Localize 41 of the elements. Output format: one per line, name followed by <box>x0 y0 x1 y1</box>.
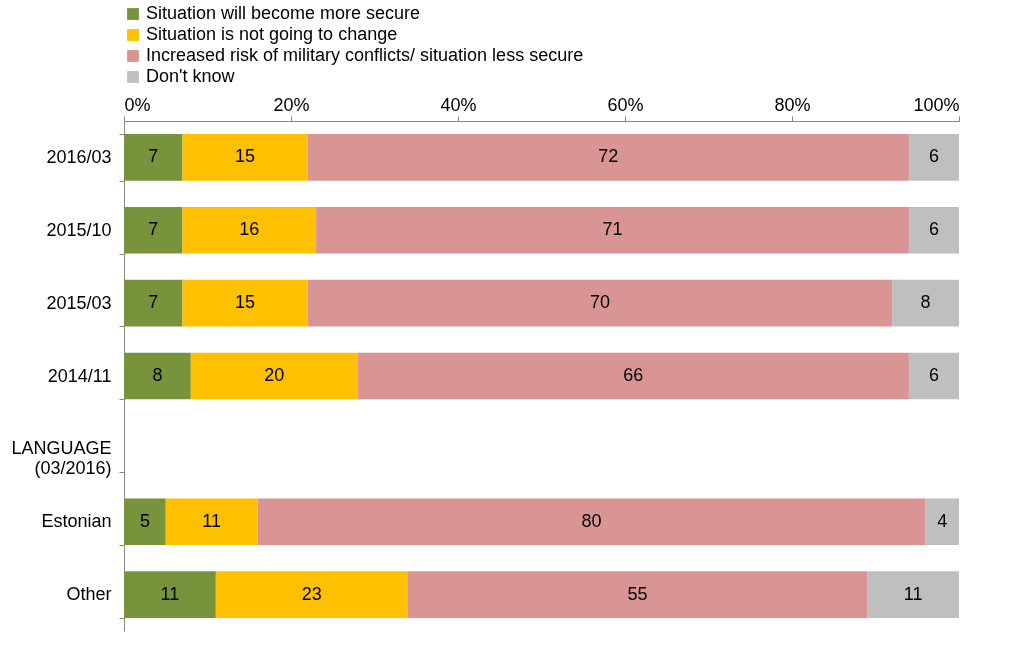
data-label: 72 <box>598 146 619 167</box>
x-tick-label: 80% <box>774 94 811 115</box>
data-label: 5 <box>139 510 150 531</box>
y-tick-label: LANGUAGE (03/2016) <box>11 438 112 479</box>
data-label: 7 <box>148 292 159 313</box>
data-label: 11 <box>903 583 923 604</box>
data-label: 11 <box>202 510 222 531</box>
legend-label: Situation is not going to change <box>146 24 398 44</box>
data-label: 11 <box>160 583 180 604</box>
data-label: 66 <box>623 365 644 385</box>
data-label: 16 <box>239 219 260 240</box>
data-label: 23 <box>301 583 322 604</box>
data-label: 80 <box>581 510 602 531</box>
legend-label: Don't know <box>146 66 236 86</box>
y-tick-label: Other <box>66 584 112 605</box>
data-label: 20 <box>264 365 285 385</box>
data-label: 71 <box>602 219 623 240</box>
y-tick-label: 2015/10 <box>46 219 112 240</box>
data-label: 6 <box>928 146 939 167</box>
data-label: 8 <box>152 365 163 385</box>
y-tick-label: 2016/03 <box>46 146 112 167</box>
data-label: 70 <box>589 292 610 313</box>
legend-label: Situation will become more secure <box>146 3 421 23</box>
data-label: 15 <box>235 292 256 313</box>
y-tick-label: 2014/11 <box>47 365 112 386</box>
data-label: 7 <box>148 219 159 240</box>
y-tick-label: 2015/03 <box>46 292 112 313</box>
data-label: 15 <box>235 146 256 167</box>
data-label: 55 <box>627 583 648 604</box>
y-tick-label: Estonian <box>41 511 112 532</box>
x-tick-label: 0% <box>124 94 151 115</box>
legend-label: Increased risk of military conflicts/ situation less secure <box>146 45 584 65</box>
x-tick-label: 20% <box>273 94 310 115</box>
data-label: 8 <box>920 292 931 313</box>
x-tick-label: 100% <box>913 94 960 115</box>
data-label: 4 <box>937 510 948 531</box>
data-label: 6 <box>928 219 939 240</box>
data-label: 6 <box>928 365 939 385</box>
x-tick-label: 60% <box>607 94 644 115</box>
x-tick-label: 40% <box>440 94 477 115</box>
data-label: 7 <box>148 146 159 167</box>
